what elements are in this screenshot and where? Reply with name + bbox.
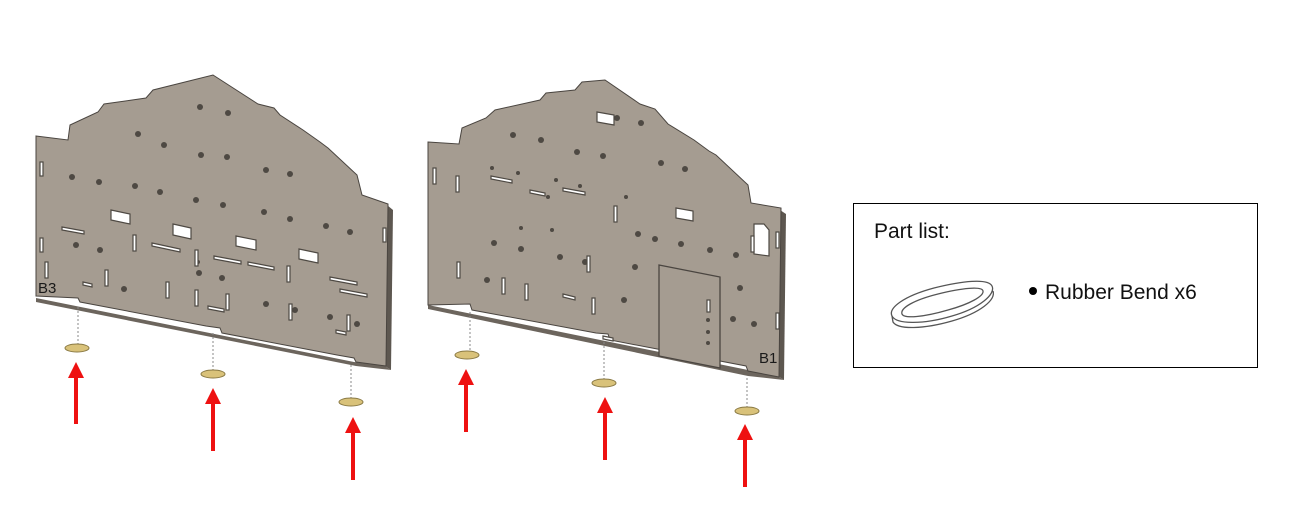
panel-b3-face xyxy=(35,74,389,367)
rubber-band xyxy=(734,406,760,416)
part-list-title: Part list: xyxy=(874,220,950,243)
rubber-band-icon xyxy=(890,280,994,329)
rubber-band xyxy=(591,378,617,388)
panel-b3-slots xyxy=(39,161,387,336)
panel-b1-label: B1 xyxy=(759,350,777,367)
rubber-bands xyxy=(64,343,760,416)
panel-b1-face xyxy=(427,79,782,378)
part-list-item: Rubber Bend x6 xyxy=(1029,281,1197,305)
insertion-arrows xyxy=(68,362,753,487)
panel-b3-holes xyxy=(69,104,360,327)
part-list-box: Part list: Rubber Bend x6 xyxy=(853,203,1258,368)
panel-b3-windows xyxy=(82,209,319,288)
panel-b1-holes xyxy=(484,115,757,345)
rubber-band xyxy=(338,397,364,407)
panel-b3-label: B3 xyxy=(38,280,56,297)
panel-b1-door xyxy=(658,264,721,369)
insertion-guides xyxy=(77,307,748,409)
rubber-band xyxy=(200,369,226,379)
panel-b3: B3 xyxy=(35,74,393,370)
part-list-item-label: Rubber Bend x6 xyxy=(1045,281,1197,304)
rubber-band xyxy=(64,343,90,353)
rubber-band xyxy=(454,350,480,360)
bullet-icon xyxy=(1029,287,1037,296)
panel-b1-windows xyxy=(596,111,770,257)
panel-b1-slots xyxy=(432,167,780,342)
panel-b1: B1 xyxy=(427,79,786,380)
